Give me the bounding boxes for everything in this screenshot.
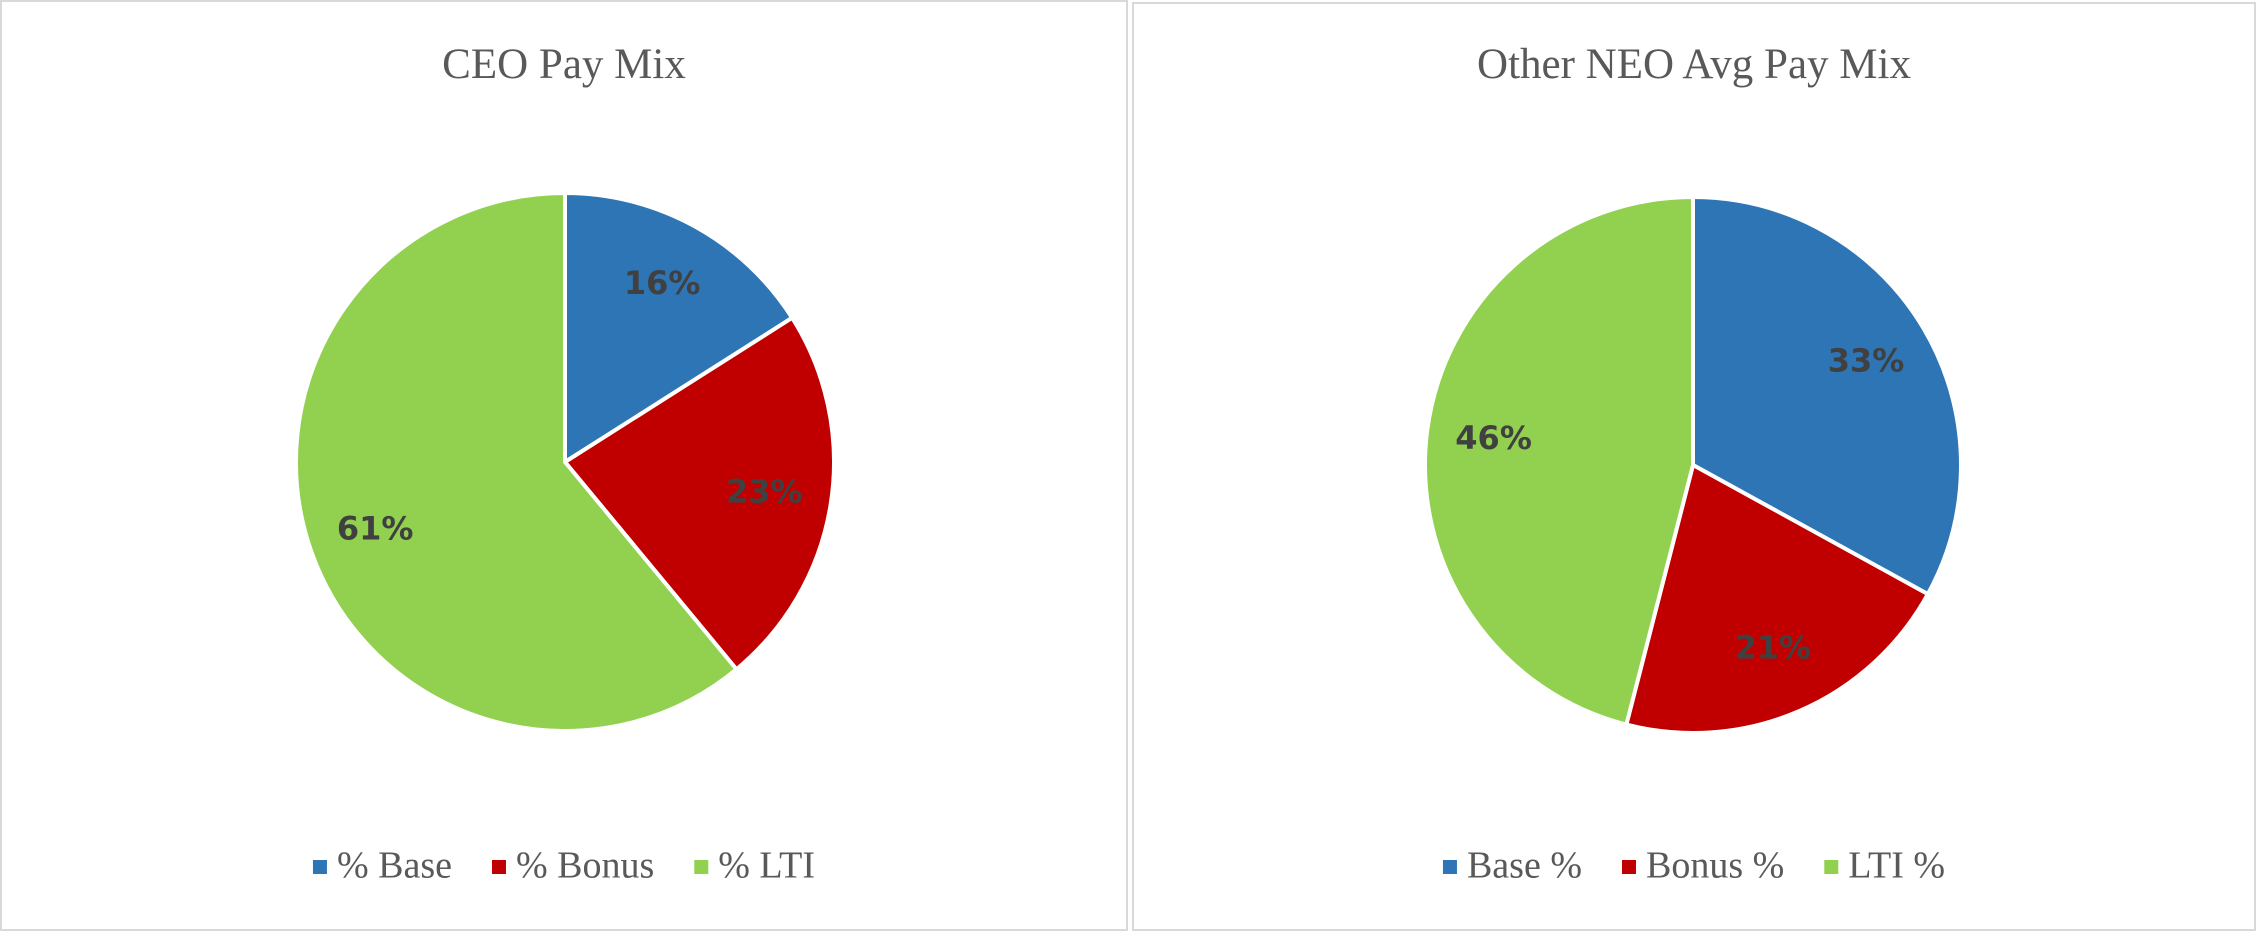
legend-label: % Bonus [516, 845, 654, 887]
legend-swatch [694, 860, 709, 874]
data-label: 21% [1735, 628, 1812, 666]
legend-swatch [1621, 860, 1636, 874]
legend-swatch [1824, 860, 1839, 874]
legend-swatch [491, 860, 506, 874]
chart-title: CEO Pay Mix [442, 41, 686, 88]
pie-slice [563, 315, 836, 672]
pie-slice [1624, 463, 1930, 735]
legend-label: % LTI [718, 845, 815, 887]
pie-slice [294, 191, 739, 733]
pie-slice [1691, 195, 1963, 597]
data-label: 23% [726, 473, 803, 511]
legend-label: Base % [1467, 845, 1582, 887]
legend-swatch [312, 860, 327, 874]
chart-title: Other NEO Avg Pay Mix [1477, 41, 1911, 88]
pie-slice [1423, 195, 1695, 727]
legend-label: % Base [337, 845, 452, 887]
legend-label: LTI % [1848, 845, 1945, 887]
pie-slice [563, 191, 795, 464]
data-label: 16% [624, 264, 701, 302]
data-label: 33% [1828, 342, 1905, 380]
data-label: 46% [1455, 419, 1532, 457]
data-label: 61% [337, 509, 414, 547]
legend-swatch [1442, 860, 1457, 874]
legend-label: Bonus % [1646, 845, 1784, 887]
